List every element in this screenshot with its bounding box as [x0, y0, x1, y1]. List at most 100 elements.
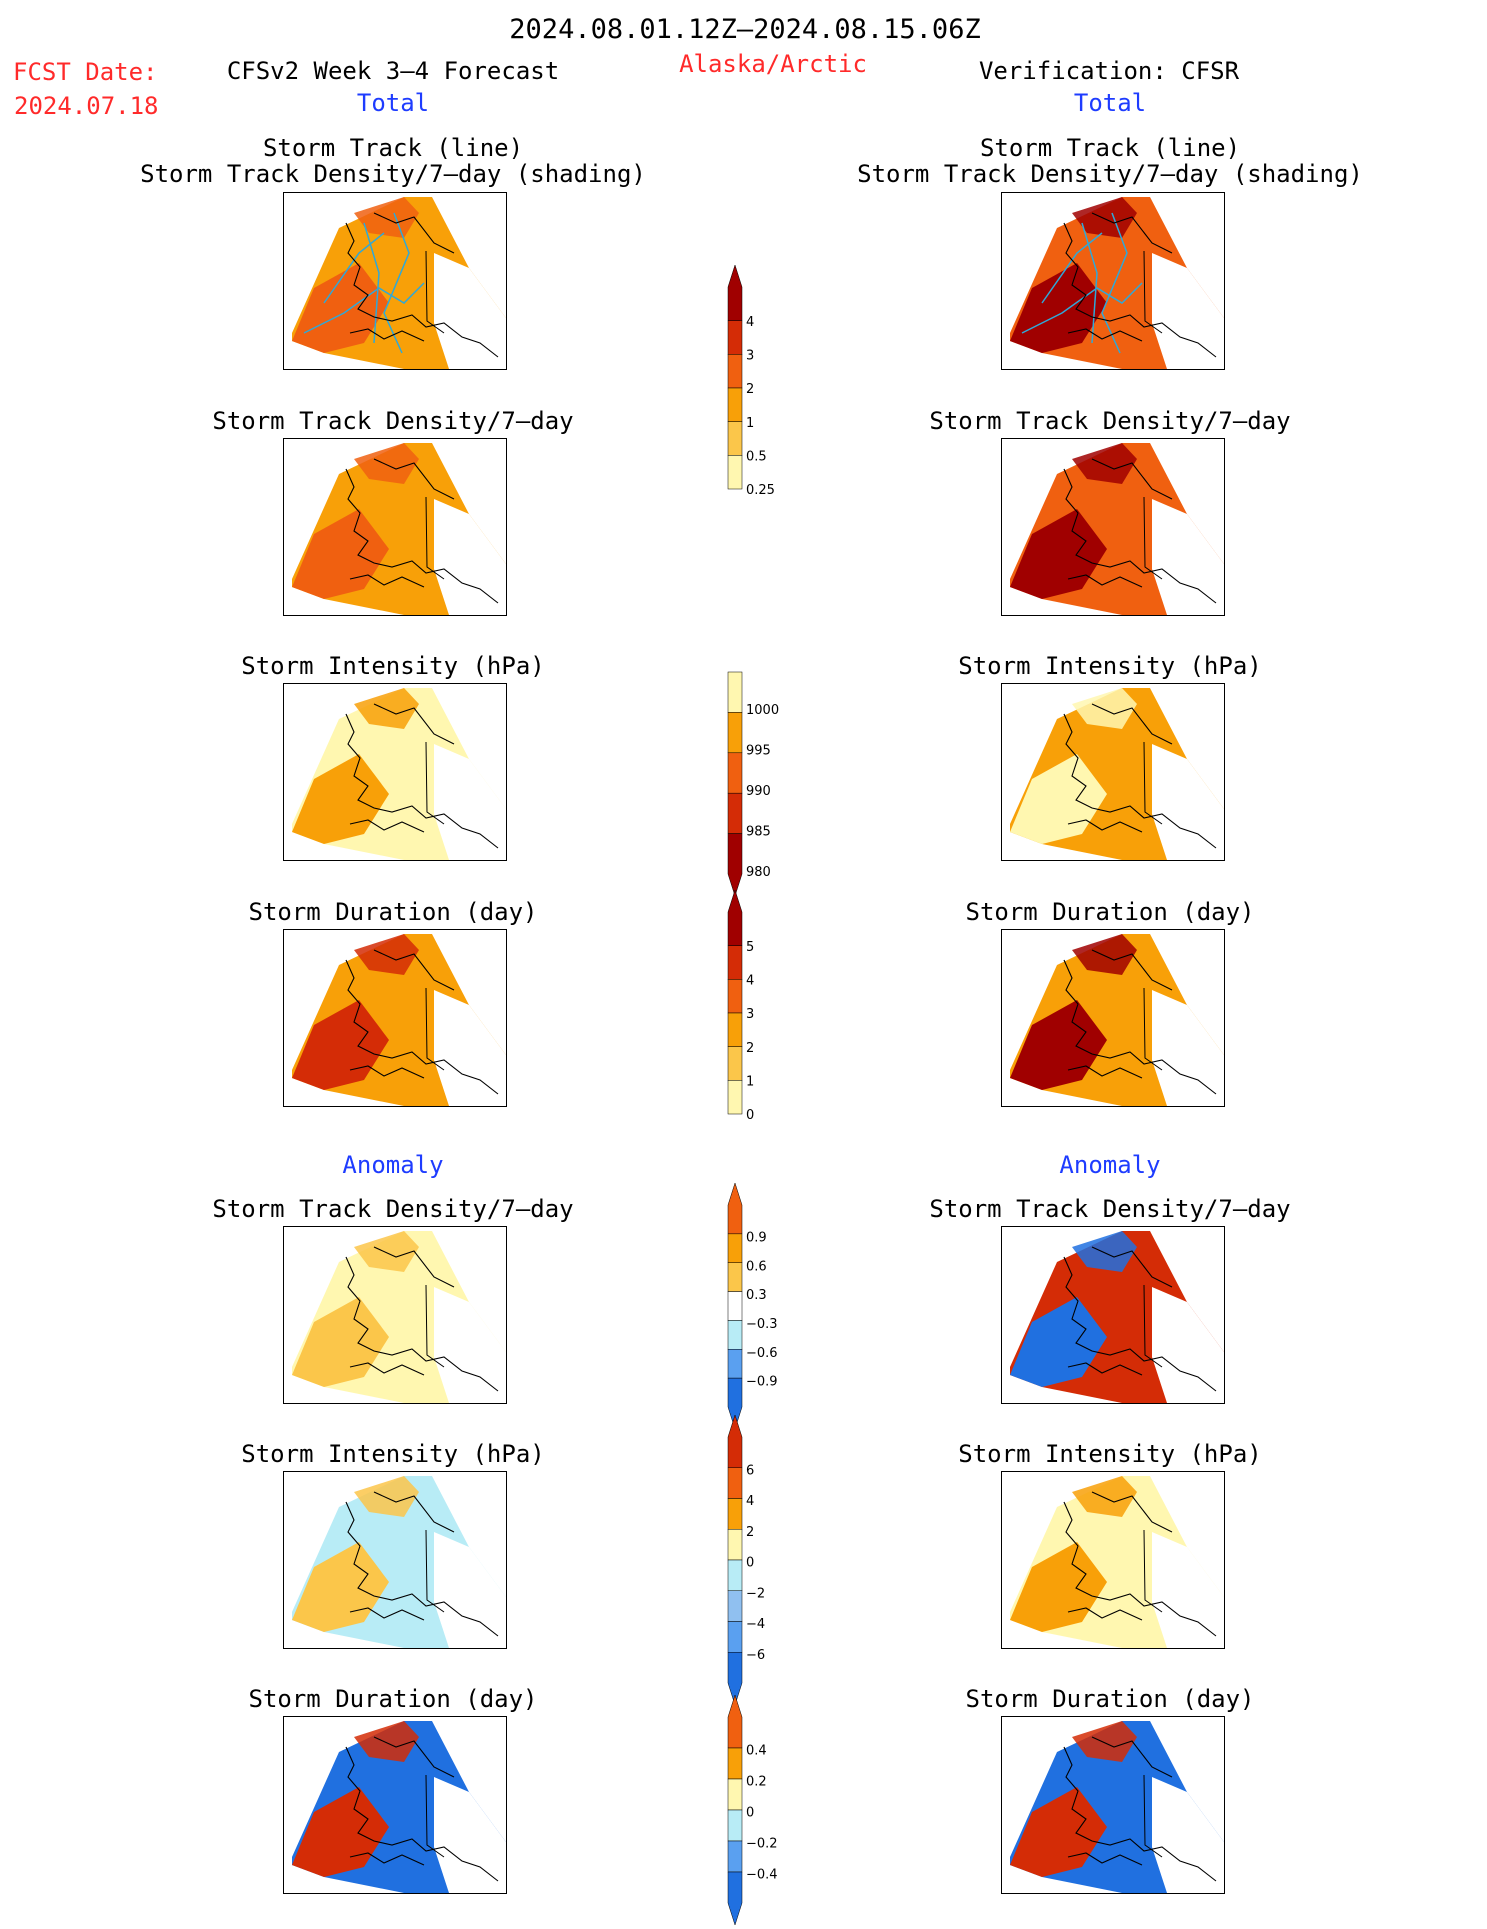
coastline [345, 1256, 499, 1392]
colorbar-swatch [727, 1747, 743, 1780]
colorbar-tick-label: 4 [746, 974, 754, 989]
no-data-region [1152, 1287, 1224, 1403]
border-line [1143, 250, 1163, 334]
border-line [1143, 1774, 1163, 1858]
colorbar-tick-label: −0.2 [746, 1837, 778, 1852]
colorbar-swatch [727, 752, 743, 794]
colorbar-swatch [727, 387, 743, 422]
shading-region [354, 688, 419, 729]
map-panel-r3-c1 [283, 683, 507, 861]
coastline [349, 1065, 425, 1079]
colorbar-tick-label: −0.6 [746, 1346, 778, 1361]
colorbar-tick-label: 980 [746, 865, 771, 880]
shading-region [1072, 443, 1137, 484]
colorbar-tick-label: 995 [746, 744, 771, 759]
border-line [1143, 1529, 1163, 1613]
colorbar-tick-label: 0.25 [746, 483, 775, 498]
colorbar-swatch [727, 1320, 743, 1350]
colorbar-tick-label: 2 [746, 382, 754, 397]
anomaly-label-right: Anomaly [1059, 1151, 1161, 1179]
map-panel-r4-c2 [1001, 929, 1225, 1107]
border-line [425, 1284, 445, 1368]
border-line [425, 741, 445, 825]
coastline [373, 949, 455, 991]
shading-region [292, 1297, 389, 1387]
colorbar-2: 1000 995 990 985 980 [727, 650, 779, 897]
colorbar-tick-label: −4 [746, 1617, 765, 1632]
colorbar-tick-label: 0.5 [746, 450, 767, 465]
shading-region [292, 263, 389, 353]
forecast-title: CFSv2 Week 3–4 Forecast [226, 57, 560, 85]
no-data-region [1152, 1532, 1224, 1648]
coastline [373, 212, 455, 254]
border-line [425, 1774, 445, 1858]
fcst-date-value: 2024.07.18 [14, 92, 159, 120]
shading-region [354, 1476, 419, 1517]
colorbar-swatch [727, 1046, 743, 1081]
colorbar-1: 4 3 2 1 0.5 0.25 [727, 264, 775, 511]
map-panel-r1-c2 [1001, 192, 1225, 370]
colorbar-tick-label: 990 [746, 784, 771, 799]
coastline [373, 703, 455, 745]
storm-track-lines [1021, 212, 1143, 354]
colorbar-swatch [727, 889, 743, 946]
coastline [1063, 468, 1217, 604]
border-line [425, 1529, 445, 1613]
coastline [349, 1852, 425, 1866]
colorbar-tick-label: 0.9 [746, 1230, 767, 1245]
panel-title-r4-c2-l1: Storm Duration (day) [965, 898, 1255, 926]
coastline [1091, 212, 1173, 254]
coastline [1063, 959, 1217, 1095]
coastline [1063, 713, 1217, 849]
no-data-region [1152, 990, 1224, 1106]
colorbar-tick-label: −6 [746, 1648, 765, 1663]
colorbar-swatch [727, 1377, 743, 1430]
colorbar-swatch [727, 945, 743, 980]
panel-title-r4-c1-l1: Storm Duration (day) [248, 898, 538, 926]
coastline [1063, 1256, 1217, 1392]
no-data-region [1152, 499, 1224, 615]
colorbar-swatch [727, 1349, 743, 1379]
shading-region [1010, 263, 1107, 353]
colorbar-swatch [727, 979, 743, 1014]
shading-region [354, 934, 419, 975]
panel-title-r7-c1-l1: Storm Duration (day) [248, 1685, 538, 1713]
shading-region [292, 754, 389, 844]
coastline [1067, 819, 1143, 833]
panel-title-r1-c2-l2: Storm Track Density/7–day (shading) [857, 160, 1363, 188]
anomaly-label-left: Anomaly [342, 1151, 444, 1179]
colorbar-swatch [727, 1621, 743, 1653]
coastline [345, 222, 499, 358]
verification-title: Verification: CFSR [978, 57, 1240, 85]
colorbar-swatch [727, 421, 743, 456]
coastline [345, 1501, 499, 1637]
colorbar-tick-label: −0.3 [746, 1317, 778, 1332]
map-panel-r7-c2 [1001, 1716, 1225, 1894]
shading-region [1010, 509, 1107, 599]
colorbar-swatch [727, 1262, 743, 1292]
panel-title-r2-c2-l1: Storm Track Density/7–day [929, 407, 1291, 435]
shading-region [354, 1721, 419, 1762]
map-panel-r6-c2 [1001, 1471, 1225, 1649]
coastline [345, 959, 499, 1095]
region-title: Alaska/Arctic [679, 50, 867, 78]
coastline [1063, 222, 1217, 358]
colorbar-swatch [727, 833, 743, 897]
map-panel-r6-c1 [283, 1471, 507, 1649]
colorbar-tick-label: 2 [746, 1041, 754, 1056]
colorbar-tick-label: 0 [746, 1108, 754, 1123]
coastline [1091, 1491, 1173, 1533]
coastline [345, 468, 499, 604]
colorbar-tick-label: 3 [746, 349, 754, 364]
shading-region [354, 197, 419, 238]
map-panel-r5-c2 [1001, 1226, 1225, 1404]
map-panel-r3-c2 [1001, 683, 1225, 861]
no-data-region [434, 990, 506, 1106]
colorbar-swatch [727, 1840, 743, 1873]
border-line [1143, 1284, 1163, 1368]
shading-region [292, 1000, 389, 1090]
coastline [1063, 1746, 1217, 1882]
no-data-region [434, 499, 506, 615]
colorbar-6: 0.4 0.2 0 −0.2 −0.4 [727, 1694, 778, 1926]
map-panel-r1-c1 [283, 192, 507, 370]
